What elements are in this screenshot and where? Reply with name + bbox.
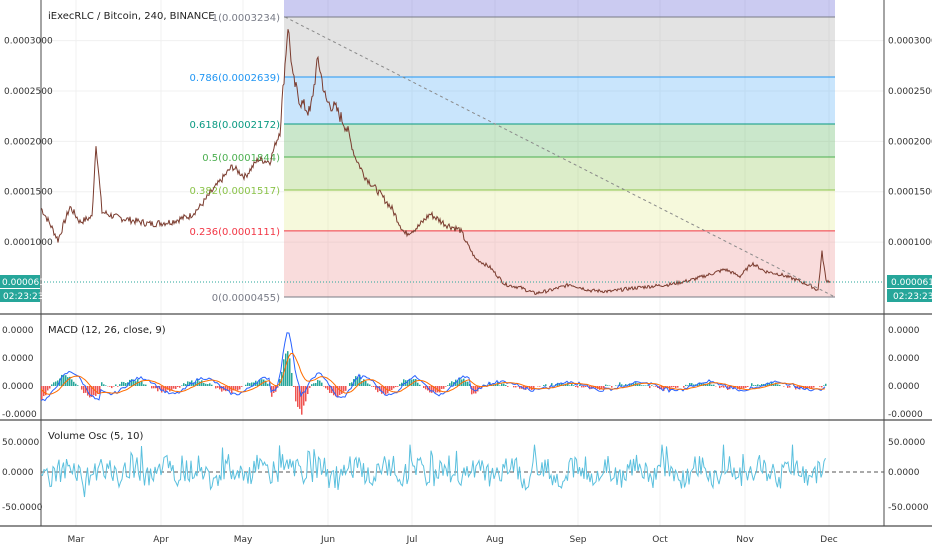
time-tick-label: May — [234, 535, 253, 545]
current-price-badge-right: 0.0000610 02:23:23 — [887, 275, 932, 302]
macd-tick-label: 0.0000 — [2, 354, 34, 364]
time-tick-label: Aug — [486, 535, 504, 545]
fibonacci-level-labels: 1(0.0003234) 0.786(0.0002639) 0.618(0.0002… — [189, 13, 280, 304]
volume-osc-tick-label: 0.0000 — [888, 468, 920, 478]
fib-level-label: 0.786(0.0002639) — [189, 73, 280, 84]
volume-osc-line[interactable] — [41, 444, 826, 498]
volume-osc-tick-label: 50.0000 — [888, 438, 925, 448]
bar-countdown: 02:23:23 — [893, 292, 932, 302]
time-tick-label: Apr — [153, 535, 169, 545]
macd-title: MACD (12, 26, close, 9) — [48, 325, 166, 336]
price-tick-label: 0.0003000 — [4, 37, 53, 47]
price-tick-label: 0.0002500 — [888, 87, 932, 97]
left-price-axis[interactable]: 0.0003000 0.0002500 0.0002000 0.0001500 0.00… — [4, 37, 53, 249]
current-price-badge-left: 0.0000610 02:23:23 — [0, 275, 51, 302]
macd-axis[interactable]: 0.0000 0.0000 0.0000 0.0000 0.0000 0.0000 -0.0… — [2, 326, 923, 420]
time-tick-label: Jul — [406, 535, 418, 545]
grid-lines — [41, 0, 884, 526]
fib-level-label: 0.236(0.0001111) — [189, 227, 280, 238]
fib-band — [284, 17, 835, 77]
fib-band — [284, 157, 835, 190]
price-tick-label: 0.0001500 — [888, 188, 932, 198]
fib-band — [284, 189, 835, 231]
current-price-value: 0.0000610 — [2, 278, 51, 288]
volume-osc-tick-label: 50.0000 — [2, 438, 39, 448]
time-tick-label: Sep — [570, 535, 587, 545]
fib-level-label: 0.382(0.0001517) — [189, 186, 280, 197]
macd-tick-label: 0.0000 — [2, 326, 34, 336]
macd-tick-label: 0.0000 — [888, 326, 920, 336]
macd-signal-line[interactable] — [41, 352, 826, 395]
fib-level-label: 0(0.0000455) — [212, 293, 280, 304]
volume-osc-tick-label: -50.0000 — [888, 503, 929, 513]
fib-level-label: 0.5(0.0001844) — [202, 153, 280, 164]
price-tick-label: 0.0002000 — [4, 137, 53, 147]
price-tick-label: 0.0002500 — [4, 87, 53, 97]
price-tick-label: 0.0001000 — [4, 238, 53, 248]
macd-tick-label: 0.0000 — [2, 382, 34, 392]
bar-countdown: 02:23:23 — [3, 292, 43, 302]
current-price-value: 0.0000610 — [891, 278, 932, 288]
time-tick-label: Nov — [736, 535, 754, 545]
macd-line[interactable] — [41, 332, 826, 402]
fib-band — [284, 230, 835, 297]
volume-osc-tick-label: 0.0000 — [2, 468, 34, 478]
time-tick-label: Mar — [68, 535, 85, 545]
fibonacci-retracement[interactable] — [284, 0, 835, 297]
volume-osc-axis[interactable]: 50.0000 50.0000 0.0000 0.0000 -50.0000 -50.00… — [2, 438, 929, 513]
macd-tick-label: -0.0000 — [888, 410, 923, 420]
fib-band — [284, 124, 835, 158]
right-price-axis[interactable]: 0.0003000 0.0002500 0.0002000 0.0001500 0.00… — [888, 37, 932, 249]
time-tick-label: Jun — [320, 535, 335, 545]
price-tick-label: 0.0001000 — [888, 238, 932, 248]
fib-band — [284, 0, 835, 17]
volume-osc-title: Volume Osc (5, 10) — [48, 431, 143, 442]
macd-tick-label: 0.0000 — [888, 354, 920, 364]
fib-band — [284, 76, 835, 125]
trend-line[interactable] — [284, 16, 836, 298]
price-tick-label: 0.0001500 — [4, 188, 53, 198]
macd-tick-label: -0.0000 — [2, 410, 37, 420]
time-axis[interactable]: Mar Apr May Jun Jul Aug Sep Oct Nov Dec — [68, 535, 838, 545]
fib-level-label: 1(0.0003234) — [212, 13, 280, 24]
macd-tick-label: 0.0000 — [888, 382, 920, 392]
price-tick-label: 0.0002000 — [888, 137, 932, 147]
price-tick-label: 0.0003000 — [888, 37, 932, 47]
time-tick-label: Dec — [820, 535, 837, 545]
fib-level-label: 0.618(0.0002172) — [189, 120, 280, 131]
symbol-title: iExecRLC / Bitcoin, 240, BINANCE — [48, 11, 215, 22]
volume-osc-tick-label: -50.0000 — [2, 503, 43, 513]
time-tick-label: Oct — [652, 535, 668, 545]
price-series[interactable] — [41, 29, 831, 295]
